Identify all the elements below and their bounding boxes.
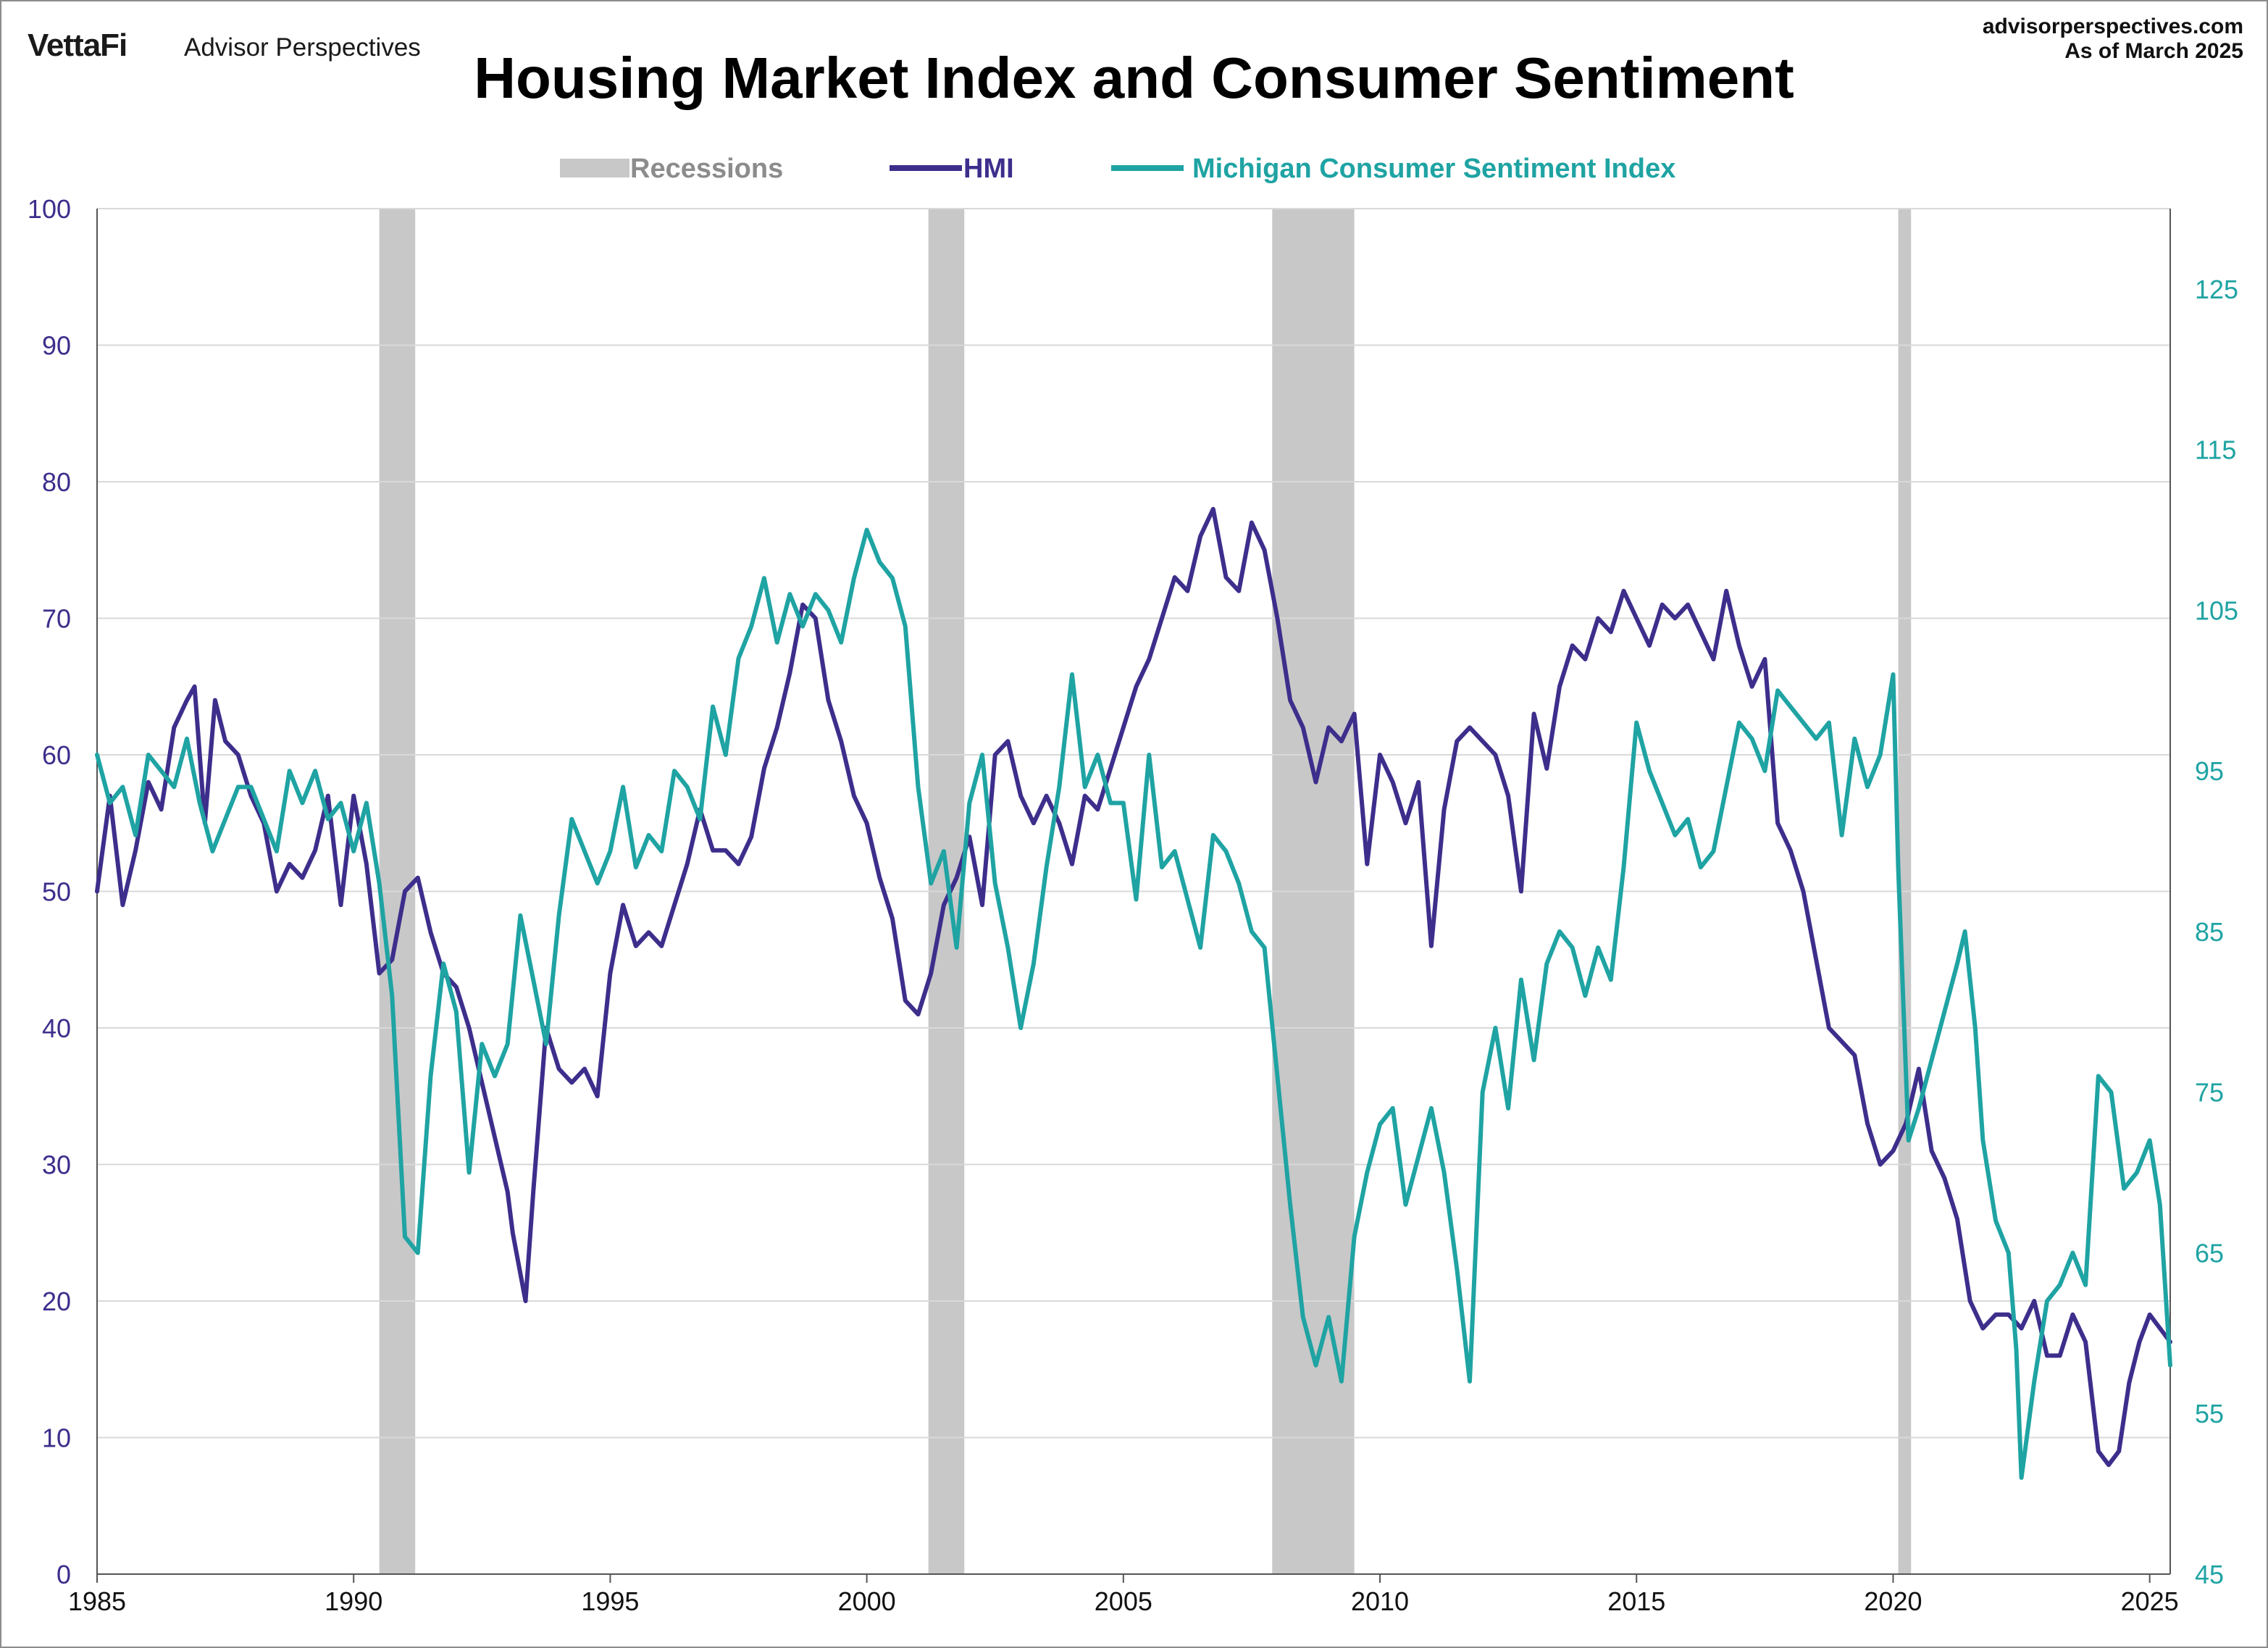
legend-hmi-label: HMI xyxy=(963,154,1014,184)
legend-sentiment-label: Michigan Consumer Sentiment Index xyxy=(1192,154,1675,184)
y-right-tick-label: 95 xyxy=(2195,756,2224,786)
series-lines xyxy=(95,506,2172,1480)
sentiment-line xyxy=(95,527,2172,1480)
vettafi-logo: VettaFi xyxy=(28,28,127,63)
y-right-tick-label: 125 xyxy=(2195,275,2238,304)
x-tick-label: 2005 xyxy=(1095,1586,1152,1616)
x-tick-label: 1985 xyxy=(68,1586,126,1616)
x-tick-label: 2000 xyxy=(838,1586,896,1616)
y-right-tick-label: 65 xyxy=(2195,1238,2224,1268)
y-right-tick-label: 55 xyxy=(2195,1399,2224,1429)
y-right-tick-label: 105 xyxy=(2195,595,2238,625)
y-left-tick-label: 0 xyxy=(57,1560,71,1589)
y-left-tick-label: 30 xyxy=(42,1150,71,1180)
as-of-date: As of March 2025 xyxy=(2064,39,2243,63)
brand-name: Advisor Perspectives xyxy=(184,33,421,62)
y-left-tick-label: 10 xyxy=(42,1423,71,1453)
y-left-tick-label: 50 xyxy=(42,877,71,907)
y-right-tick-label: 115 xyxy=(2195,435,2236,465)
x-tick-label: 2010 xyxy=(1351,1586,1409,1616)
source-block: advisorperspectives.com As of March 2025 xyxy=(1983,14,2243,64)
x-tick-label: 2020 xyxy=(1864,1586,1922,1616)
x-tick-label: 1995 xyxy=(581,1586,639,1616)
y-right-tick-label: 85 xyxy=(2195,917,2224,947)
x-tick-label: 2015 xyxy=(1607,1586,1665,1616)
y-left-tick-label: 40 xyxy=(42,1013,71,1043)
y-left-tick-label: 90 xyxy=(42,331,71,361)
y-left-tick-label: 20 xyxy=(42,1287,71,1316)
tick-labels: 0 10 20 30 40 50 60 70 80 90 100 45 55 65 75 85 95 105 115… xyxy=(28,194,2238,1616)
x-tick-label: 1990 xyxy=(325,1586,382,1616)
y-left-tick-label: 70 xyxy=(42,604,71,634)
x-tick-label: 2025 xyxy=(2121,1586,2179,1616)
y-right-tick-label: 75 xyxy=(2195,1078,2224,1108)
y-left-tick-label: 100 xyxy=(28,194,71,224)
chart-title: Housing Market Index and Consumer Sentim… xyxy=(474,46,1794,110)
hmi-line xyxy=(95,506,2172,1468)
y-left-tick-label: 60 xyxy=(42,740,71,770)
legend-recession-swatch xyxy=(560,159,629,177)
source-url: advisorperspectives.com xyxy=(1982,14,2243,38)
legend-recessions-label: Recessions xyxy=(630,154,783,184)
y-left-tick-label: 80 xyxy=(42,467,71,497)
legend: Recessions HMI Michigan Consumer Sentime… xyxy=(560,154,1675,184)
y-right-tick-label: 45 xyxy=(2195,1560,2224,1589)
